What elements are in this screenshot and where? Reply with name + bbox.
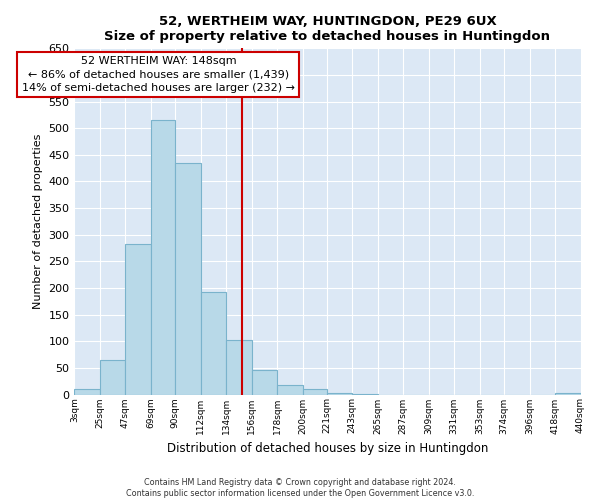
Bar (151, 120, 175, 394)
X-axis label: Distribution of detached houses by size in Huntingdon: Distribution of detached houses by size … (167, 442, 488, 455)
Title: 52, WERTHEIM WAY, HUNTINGDON, PE29 6UX
Size of property relative to detached hou: 52, WERTHEIM WAY, HUNTINGDON, PE29 6UX S… (104, 15, 550, 43)
Text: Contains HM Land Registry data © Crown copyright and database right 2024.
Contai: Contains HM Land Registry data © Crown c… (126, 478, 474, 498)
Y-axis label: Number of detached properties: Number of detached properties (33, 134, 43, 309)
Text: 52 WERTHEIM WAY: 148sqm
← 86% of detached houses are smaller (1,439)
14% of semi: 52 WERTHEIM WAY: 148sqm ← 86% of detache… (22, 56, 295, 92)
Bar (302, 389, 327, 394)
Bar (200, 292, 226, 394)
Bar (74, 389, 100, 394)
Bar (175, 163, 200, 394)
Bar (100, 360, 125, 394)
Bar (226, 340, 251, 394)
Bar (125, 244, 151, 394)
Bar (251, 370, 277, 394)
Bar (277, 385, 302, 394)
